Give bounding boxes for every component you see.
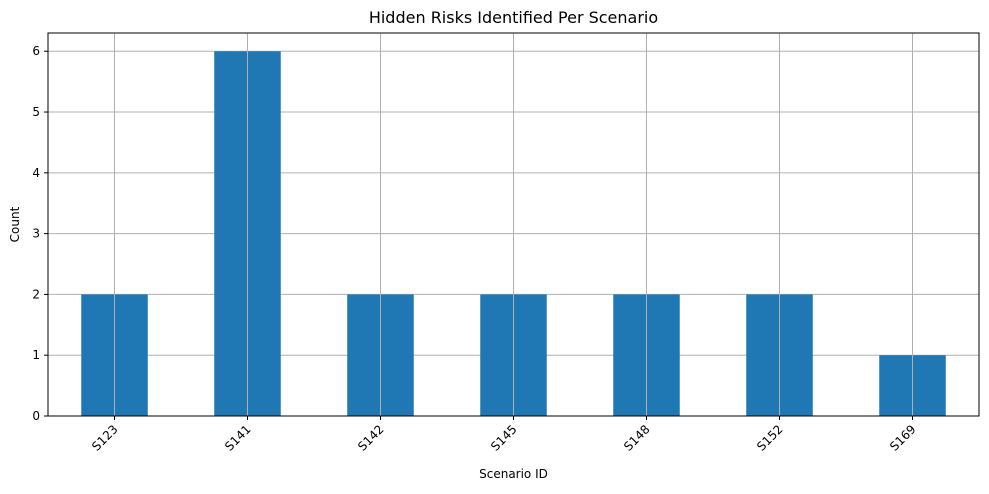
y-tick-label: 6 (32, 44, 40, 58)
x-tick-layer: S123 S141 S142 S145 S148 S152 S169 (89, 416, 919, 454)
x-tick-label: S145 (488, 422, 519, 453)
chart-title: Hidden Risks Identified Per Scenario (369, 8, 658, 27)
x-tick-label: S141 (222, 422, 253, 453)
y-tick-label: 3 (32, 227, 40, 241)
x-axis-label: Scenario ID (479, 467, 548, 481)
y-tick-label: 1 (32, 348, 40, 362)
x-tick-label: S152 (754, 422, 785, 453)
y-tick-label: 4 (32, 166, 40, 180)
y-tick-layer: 0 1 2 3 4 5 6 (32, 44, 48, 423)
x-tick-label: S169 (887, 422, 918, 453)
y-tick-label: 0 (32, 409, 40, 423)
x-tick-label: S142 (355, 422, 386, 453)
x-tick-label: S123 (89, 422, 120, 453)
x-tick-label: S148 (621, 422, 652, 453)
y-tick-label: 5 (32, 105, 40, 119)
vertical-grid-layer (114, 33, 913, 416)
y-axis-label: Count (8, 206, 22, 242)
y-tick-label: 2 (32, 287, 40, 301)
